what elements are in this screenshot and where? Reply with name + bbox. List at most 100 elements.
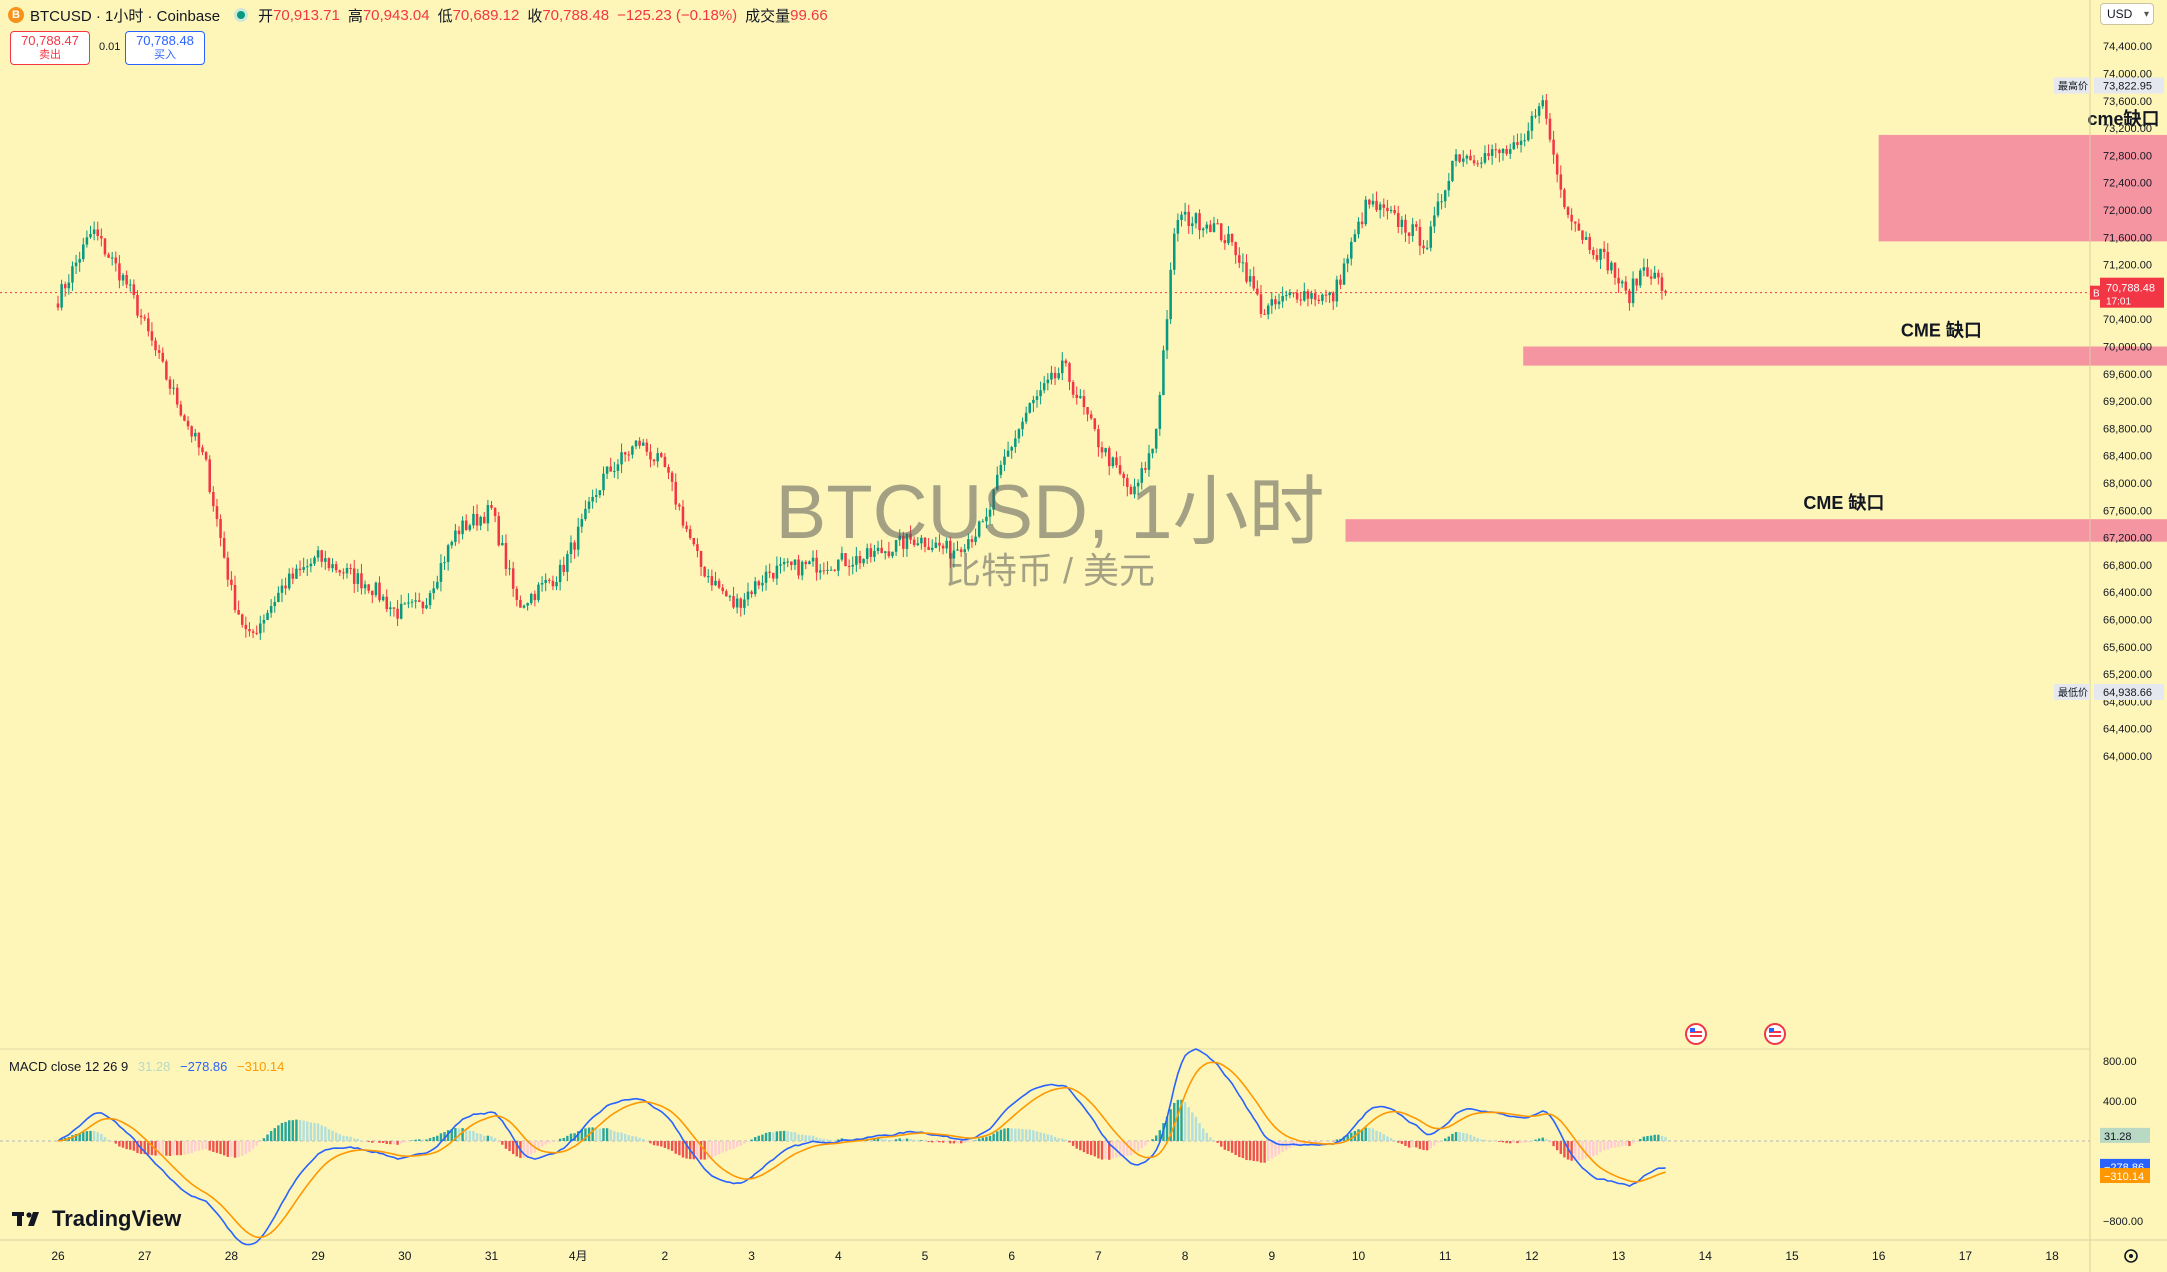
candle-body (533, 593, 537, 601)
economic-events[interactable] (1685, 1023, 1786, 1045)
macd-hist-bar (483, 1135, 486, 1141)
candle-body (1089, 414, 1093, 419)
macd-signal-tag-bg (2100, 1168, 2150, 1184)
candle-body (1411, 224, 1414, 236)
candle-body (667, 467, 670, 473)
candle-body (501, 543, 504, 546)
candle-body (280, 585, 284, 593)
macd-hist-bar (1147, 1141, 1151, 1142)
macd-hist-bar (1212, 1140, 1216, 1141)
candle-body (1653, 272, 1656, 279)
macd-hist-bar (1014, 1128, 1017, 1141)
macd-hist-bar (1527, 1141, 1530, 1143)
candle-body (107, 254, 110, 258)
candle-body (873, 551, 876, 557)
macd-hist-bar (540, 1141, 544, 1147)
candle-body (959, 549, 963, 553)
macd-hist-bar (1324, 1141, 1328, 1142)
macd-hist-bar (1270, 1141, 1273, 1159)
cme-gap-rect[interactable] (1345, 519, 2167, 542)
cme-gap-rect[interactable] (1878, 134, 2167, 242)
macd-hist-bar (1006, 1128, 1010, 1141)
cme-gap-rect[interactable] (1523, 346, 2167, 366)
candle-body (497, 516, 500, 546)
candle-body (472, 513, 475, 526)
candle-body (728, 596, 732, 598)
candle-body (284, 585, 287, 589)
candle-body (721, 587, 724, 592)
macd-hist-bar (306, 1121, 309, 1141)
macd-hist-bar (573, 1133, 576, 1141)
us-flag-event-icon[interactable] (1764, 1023, 1786, 1045)
candle-body (352, 568, 356, 584)
market-status-icon[interactable] (234, 8, 249, 22)
candle-body (392, 607, 396, 609)
time-axis[interactable]: 26 27 28 29 30 31 4月 2 3 4 5 6 7 8 9 10 11 12 13 14 15 16 17 18 (51, 1249, 2059, 1263)
chevron-down-icon: ▾ (2143, 8, 2149, 20)
candle-body (85, 237, 89, 245)
candle-body (1588, 237, 1591, 251)
macd-hist-bar (1444, 1138, 1447, 1141)
sell-button[interactable]: 70,788.47 卖出 (10, 31, 90, 65)
macd-hist-bar (1176, 1099, 1180, 1141)
candle-body (883, 551, 887, 554)
macd-hist-bar (790, 1131, 793, 1141)
price-axis[interactable]: 74,400.00 74,000.00 73,600.00 73,200.00 72,8… (2100, 41, 2152, 1228)
candle-body (1328, 292, 1331, 296)
macd-legend[interactable]: MACD close 12 26 9 31.28 −278.86 −310.14 (9, 1059, 284, 1074)
macd-hist-bar (800, 1134, 804, 1141)
macd-hist-bar (678, 1141, 681, 1156)
tradingview-logo[interactable]: TradingView (12, 1206, 181, 1232)
candle-body (923, 537, 927, 547)
macd-hist-bar (1480, 1139, 1483, 1141)
candle-body (1396, 213, 1400, 228)
macd-hist-bar (439, 1133, 443, 1141)
candle-body (399, 603, 403, 619)
candle-body (1223, 240, 1227, 244)
macd-hist-bar (74, 1133, 78, 1141)
candle-body (837, 559, 840, 571)
macd-hist-bar (1165, 1116, 1169, 1141)
candle-body (1523, 140, 1526, 142)
settings-gear-icon[interactable] (2124, 1249, 2138, 1263)
macd-hist-bar (103, 1137, 107, 1141)
buy-button[interactable]: 70,788.48 买入 (125, 31, 205, 65)
candle-body (1537, 106, 1541, 116)
macd-hist-bar (1100, 1141, 1104, 1160)
macd-hist-bar (1086, 1141, 1089, 1154)
current-price-tag (2100, 277, 2164, 308)
candle-body (977, 521, 981, 537)
candle-body (1176, 219, 1180, 234)
us-flag-event-icon[interactable] (1685, 1023, 1707, 1045)
candle-body (298, 568, 302, 570)
macd-hist-bar (92, 1130, 96, 1141)
macd-hist-bar (710, 1141, 714, 1158)
macd-hist-bar (1151, 1139, 1154, 1141)
low-marker-label-bg (2054, 683, 2090, 700)
candle-body (674, 481, 678, 505)
symbol-header[interactable]: B BTCUSD · 1小时 · Coinbase 开 70,913.71 高 … (8, 4, 836, 26)
candle-body (558, 564, 562, 583)
sell-label: 卖出 (39, 49, 61, 61)
symbol-title[interactable]: BTCUSD · 1小时 · Coinbase (30, 7, 221, 25)
candle-body (1238, 255, 1241, 263)
candle-body (851, 564, 855, 567)
candle-body (1371, 200, 1375, 205)
macd-hist-bar (511, 1141, 515, 1155)
macd-hist-bar (627, 1135, 630, 1141)
candle-body (645, 442, 649, 452)
candle-body (443, 562, 446, 564)
macd-hist-bar (320, 1125, 323, 1141)
candle-body (952, 550, 956, 559)
price-tick-label: 68,400.00 (2103, 451, 2152, 463)
candle-body (1288, 292, 1292, 296)
currency-dropdown[interactable]: USD ▾ (2100, 3, 2154, 25)
candle-body (703, 566, 706, 577)
macd-hist-bar (1595, 1141, 1599, 1156)
macd-hist-bar (746, 1141, 750, 1142)
time-tick-label: 17 (1959, 1249, 1973, 1263)
macd-hist-bar (988, 1135, 992, 1141)
candle-body (753, 581, 757, 595)
macd-hist-bar (1122, 1141, 1125, 1157)
